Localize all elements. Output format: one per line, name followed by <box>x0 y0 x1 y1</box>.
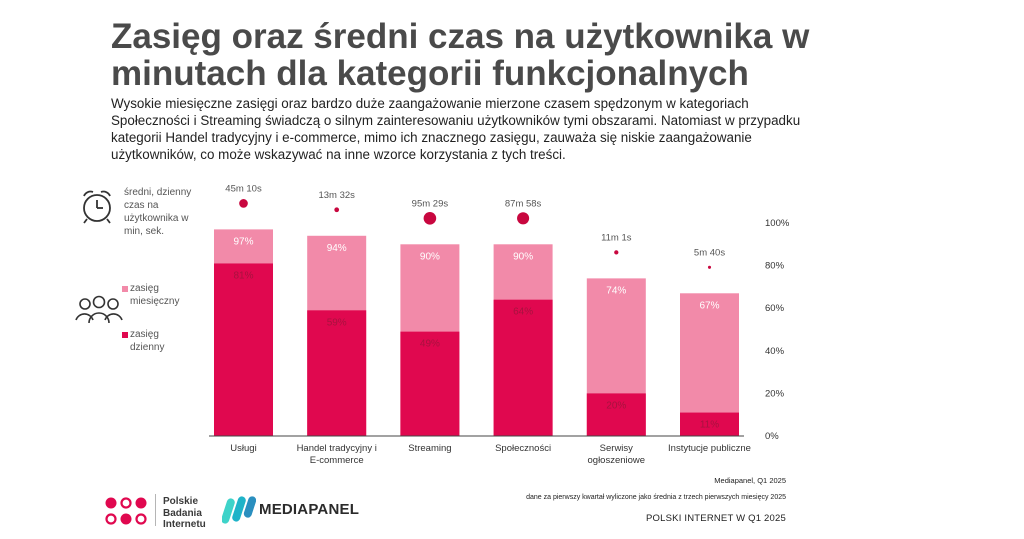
y-tick-label: 40% <box>765 346 785 357</box>
footer-note: dane za pierwszy kwartał wyliczone jako … <box>526 494 786 501</box>
legend-monthly-label: zasięg miesięczny <box>130 283 180 307</box>
y-tick-label: 60% <box>765 303 785 314</box>
daily-reach-label: 49% <box>420 339 440 350</box>
time-per-user-label: 45m 10s <box>225 183 262 194</box>
time-per-user-dot <box>334 207 340 213</box>
time-per-user-label: 5m 40s <box>694 247 725 258</box>
time-per-user-dot <box>614 250 619 255</box>
time-per-user-label: 87m 58s <box>505 198 542 209</box>
time-per-user-label: 95m 29s <box>412 198 449 209</box>
time-per-user-label: 11m 1s <box>601 232 632 243</box>
x-tick-label: Instytucje publiczne <box>668 443 751 454</box>
x-tick-label: Usługi <box>230 443 256 454</box>
x-tick-label: Handel tradycyjny i <box>297 443 377 454</box>
daily-reach-label: 11% <box>700 420 719 431</box>
time-per-user-dot <box>517 212 530 225</box>
legend-monthly-swatch <box>122 286 128 292</box>
bar-daily-reach <box>307 310 367 436</box>
mediapanel-logo-text: MEDIAPANEL <box>259 501 360 518</box>
daily-reach-label: 81% <box>233 270 253 281</box>
footer-publication: POLSKI INTERNET W Q1 2025 <box>646 513 786 524</box>
time-per-user-dot <box>707 265 712 269</box>
x-tick-label: Serwisy <box>600 443 634 454</box>
bar-daily-reach <box>493 299 553 436</box>
y-tick-label: 20% <box>765 388 785 399</box>
monthly-reach-label: 97% <box>233 236 253 247</box>
y-tick-label: 0% <box>765 431 779 442</box>
chart-description: Wysokie miesięczne zasięgi oraz bardzo d… <box>111 96 801 162</box>
daily-reach-label: 59% <box>327 317 347 328</box>
users-group-icon <box>74 294 124 328</box>
y-tick-label: 80% <box>765 261 785 272</box>
pbi-logo-text: Polskie Badania Internetu <box>163 496 206 530</box>
x-tick-label: Streaming <box>408 443 451 454</box>
bar-daily-reach <box>400 331 460 436</box>
time-per-user-dot <box>239 199 248 208</box>
legend-time-label: średni, dzienny czas na użytkownika w mi… <box>124 187 192 237</box>
time-per-user-dot <box>423 212 437 225</box>
legend-daily-label: zasięg dzienny <box>130 329 165 353</box>
x-tick-label: ogłoszeniowe <box>588 455 646 466</box>
y-tick-label: 100% <box>765 218 790 229</box>
monthly-reach-label: 90% <box>420 251 440 262</box>
time-per-user-label: 13m 32s <box>318 190 355 201</box>
bar-daily-reach <box>214 263 273 436</box>
bar-daily-reach <box>680 412 739 436</box>
monthly-reach-label: 94% <box>327 243 347 254</box>
bar-daily-reach <box>586 393 646 436</box>
logo-separator <box>155 494 156 526</box>
daily-reach-label: 20% <box>606 400 626 411</box>
footer-source: Mediapanel, Q1 2025 <box>714 476 786 485</box>
chart-title: Zasięg oraz średni czas na użytkownika w… <box>111 17 810 93</box>
monthly-reach-label: 67% <box>699 300 719 311</box>
alarm-clock-icon <box>76 186 118 226</box>
mediapanel-logo-icon <box>221 494 257 526</box>
monthly-reach-label: 74% <box>606 285 626 296</box>
daily-reach-label: 64% <box>513 307 533 318</box>
monthly-reach-label: 90% <box>513 251 533 262</box>
pbi-logo-icon <box>104 495 148 527</box>
x-tick-label: E-commerce <box>310 455 364 466</box>
bar-monthly-reach <box>680 293 739 436</box>
x-tick-label: Społeczności <box>495 443 551 454</box>
legend-daily-swatch <box>122 332 128 338</box>
